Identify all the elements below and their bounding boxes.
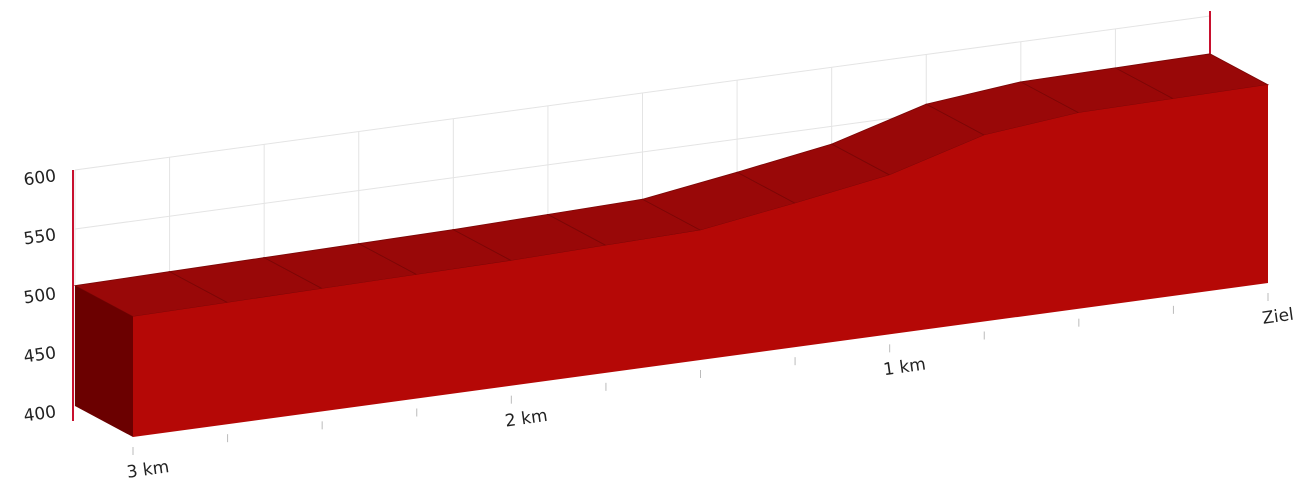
y-tick-label: 600 — [22, 166, 57, 190]
y-tick-label: 400 — [22, 402, 57, 426]
top-face — [1114, 53, 1270, 100]
y-tick-label: 550 — [22, 225, 57, 249]
side-face — [75, 285, 133, 437]
x-tick-label: 3 km — [126, 457, 171, 483]
x-tick-label: 2 km — [504, 406, 549, 432]
x-tick-label: 1 km — [882, 354, 927, 380]
x-tick-label: Ziel — [1261, 305, 1295, 329]
y-tick-label: 450 — [22, 343, 57, 367]
front-face — [133, 84, 1268, 438]
y-tick-label: 500 — [22, 284, 57, 308]
